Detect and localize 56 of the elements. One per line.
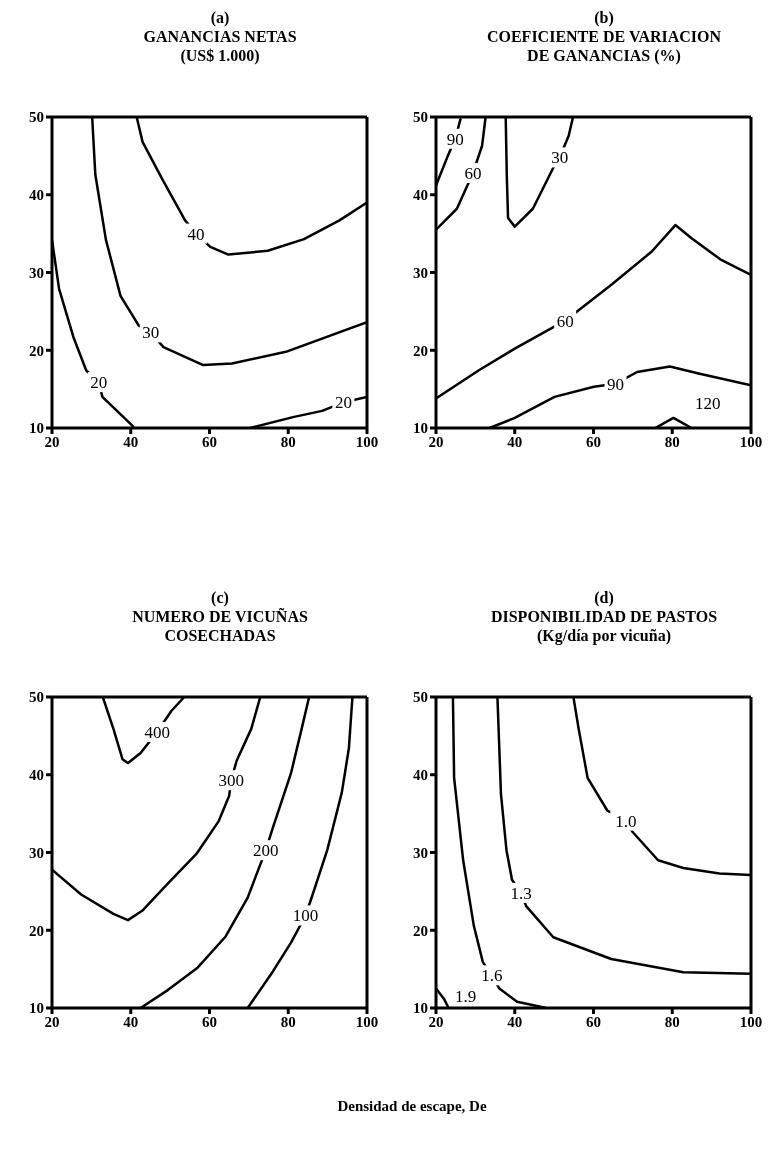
- annotation: 90: [446, 129, 464, 149]
- y-tick-label: 10: [413, 420, 428, 437]
- y-tick-label: 30: [413, 844, 428, 861]
- annotation: 1.9: [454, 986, 477, 1006]
- y-tick-label: 20: [413, 922, 428, 939]
- y-tick-label: 20: [413, 342, 428, 359]
- y-tick-label: 20: [29, 922, 44, 939]
- y-tick-label: 40: [29, 187, 44, 204]
- y-tick-label: 10: [413, 1000, 428, 1017]
- x-tick-label: 100: [739, 1013, 763, 1030]
- y-tick-label: 50: [29, 689, 44, 706]
- chart-title: (d) DISPONIBILIDAD DE PASTOS (Kg/día por vicuña): [489, 588, 719, 645]
- x-tick-label: 80: [664, 433, 680, 450]
- y-tick-label: 40: [413, 187, 428, 204]
- chart-title: (a) GANANCIAS NETAS (US$ 1.000): [142, 8, 298, 65]
- annotation: 20: [90, 373, 108, 393]
- x-tick-label: 20: [428, 1013, 444, 1030]
- text: Densidad de escape, De: [336, 1098, 488, 1115]
- y-tick-label: 30: [29, 844, 44, 861]
- x-tick-label: 100: [355, 433, 379, 450]
- y-tick-label: 10: [29, 1000, 44, 1017]
- y-tick-label: 50: [29, 109, 44, 126]
- x-tick-label: 20: [44, 1013, 60, 1030]
- y-tick-label: 20: [29, 342, 44, 359]
- x-tick-label: 80: [280, 1013, 296, 1030]
- y-tick-label: 30: [413, 264, 428, 281]
- x-tick-label: 60: [586, 1013, 601, 1030]
- chart-title: (c) NUMERO DE VICUÑAS COSECHADAS: [131, 588, 309, 645]
- x-tick-label: 40: [507, 1013, 523, 1030]
- x-tick-label: 40: [123, 433, 139, 450]
- x-tick-label: 40: [123, 1013, 139, 1030]
- y-tick-label: 40: [29, 767, 44, 784]
- x-tick-label: 20: [428, 433, 444, 450]
- annotation: 60: [556, 311, 574, 331]
- x-tick-label: 80: [664, 1013, 680, 1030]
- annotation: 30: [551, 148, 569, 168]
- x-tick-label: 20: [44, 433, 60, 450]
- y-tick-label: 30: [29, 264, 44, 281]
- x-tick-label: 60: [202, 433, 217, 450]
- x-tick-label: 100: [355, 1013, 379, 1030]
- annotation: 90: [607, 374, 625, 394]
- x-tick-label: 100: [739, 433, 763, 450]
- x-tick-label: 60: [202, 1013, 217, 1030]
- annotation: 30: [142, 323, 160, 343]
- x-tick-label: 40: [507, 433, 523, 450]
- y-tick-label: 50: [413, 689, 428, 706]
- annotation: 60: [464, 163, 482, 183]
- y-tick-label: 50: [413, 109, 428, 126]
- x-tick-label: 60: [586, 433, 601, 450]
- chart-title: (b) COEFICIENTE DE VARIACION DE GANANCIAS (%): [485, 8, 723, 65]
- y-tick-label: 10: [29, 420, 44, 437]
- annotation: 120: [694, 394, 721, 414]
- y-tick-label: 40: [413, 767, 428, 784]
- x-tick-label: 80: [280, 433, 296, 450]
- annotation: 40: [187, 224, 205, 244]
- annotation: 20: [334, 393, 352, 413]
